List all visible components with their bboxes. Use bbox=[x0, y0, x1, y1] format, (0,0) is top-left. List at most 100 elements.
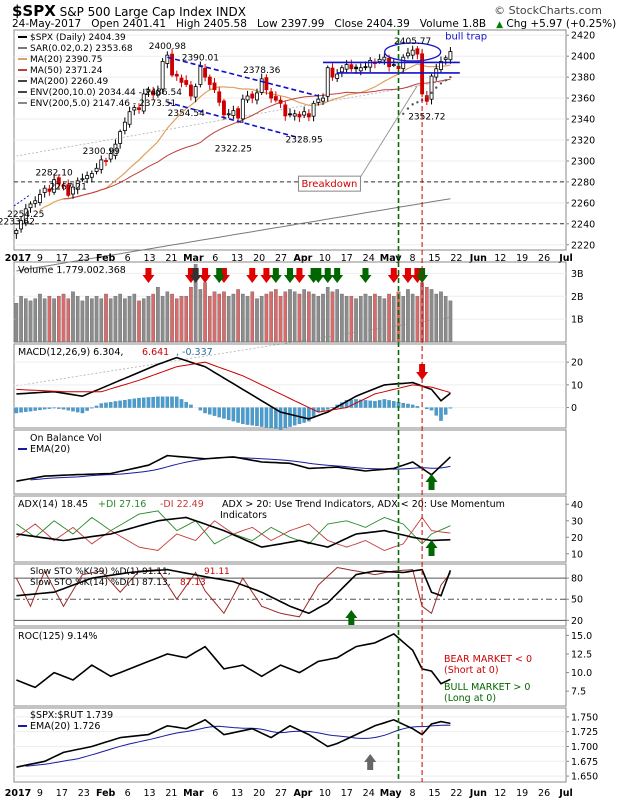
volume-bar bbox=[241, 293, 245, 343]
sar-dot bbox=[411, 103, 414, 106]
quote-close: Close 2404.39 bbox=[334, 18, 410, 30]
x-tick-label: Apr bbox=[294, 253, 313, 264]
volume-bar bbox=[354, 298, 358, 343]
bottom-x-tick-label: 19 bbox=[516, 788, 528, 799]
macd-hist-bar bbox=[349, 399, 354, 408]
candle-body bbox=[75, 180, 80, 190]
volume-bar bbox=[33, 298, 38, 343]
bottom-x-tick-label: 20 bbox=[253, 788, 265, 799]
obv-buy-arrow-icon bbox=[425, 474, 438, 490]
volume-bar bbox=[160, 296, 165, 343]
adx-legend: ADX(14) 18.45 bbox=[18, 499, 88, 510]
volume-bar bbox=[255, 298, 259, 343]
adx-line bbox=[16, 516, 451, 548]
roc-y-tick-label: 7.5 bbox=[571, 687, 586, 698]
x-tick-label: 13 bbox=[143, 253, 155, 264]
adx-rule-legend-2: Indicators bbox=[220, 510, 267, 521]
macd-hist-bar bbox=[259, 407, 264, 427]
ratio-legend: $SPX:$RUT 1.739 bbox=[30, 710, 113, 721]
macd-hist-bar bbox=[264, 407, 269, 428]
bottom-x-tick-label: 22 bbox=[450, 788, 462, 799]
x-tick-label: 27 bbox=[275, 253, 287, 264]
macd-hist-bar bbox=[151, 396, 155, 408]
candle-body bbox=[179, 77, 184, 83]
candle-body bbox=[165, 54, 170, 64]
volume-bar bbox=[391, 296, 396, 343]
candle-body bbox=[193, 86, 198, 98]
distribution-arrow-icon bbox=[260, 268, 273, 283]
volume-bar bbox=[264, 293, 269, 343]
ratio-ema-line bbox=[25, 724, 451, 767]
candle-body bbox=[89, 173, 94, 178]
candle-body bbox=[273, 96, 278, 101]
obv-legend: On Balance Vol bbox=[30, 433, 102, 444]
index-name: S&P 500 Large Cap Index bbox=[59, 5, 213, 19]
candle-body bbox=[439, 61, 443, 70]
bull-market-note-2: (Long at 0) bbox=[444, 693, 496, 704]
x-tick-label: May bbox=[380, 253, 403, 264]
volume-bar bbox=[292, 291, 297, 343]
macd-hist-bar bbox=[141, 397, 146, 408]
ma50-line bbox=[63, 78, 451, 200]
quote-volume: Volume 1.8B bbox=[419, 18, 487, 30]
x-tick-label: 17 bbox=[341, 253, 353, 264]
price-value-label: 2254.25 bbox=[7, 210, 44, 220]
macd-hist-bar bbox=[406, 403, 410, 408]
price-legend-entry: MA(200) 2260.49 bbox=[30, 77, 108, 87]
volume-bar bbox=[198, 289, 203, 343]
price-y-tick-label: 2220 bbox=[571, 240, 595, 251]
volume-bar bbox=[269, 291, 273, 343]
x-tick-label: Mar bbox=[183, 253, 204, 264]
candle-body bbox=[354, 66, 358, 70]
x-tick-label: 17 bbox=[56, 253, 68, 264]
ratio-arrow-icon bbox=[364, 754, 377, 770]
macd-hist-bar bbox=[425, 407, 429, 410]
x-tick-label: 22 bbox=[450, 253, 462, 264]
x-tick-label: 23 bbox=[78, 253, 90, 264]
candle-body bbox=[42, 187, 47, 193]
ratio-y-tick-label: 1.725 bbox=[571, 727, 598, 738]
distribution-arrow-icon bbox=[142, 268, 155, 283]
macd-hist-bar bbox=[165, 396, 170, 408]
volume-bar bbox=[406, 289, 410, 343]
macd-hist-bar bbox=[226, 407, 231, 420]
candle-body bbox=[160, 61, 165, 90]
price-value-label: 2233.62 bbox=[0, 217, 35, 227]
volume-bar bbox=[99, 298, 104, 343]
macd-hist-bar bbox=[61, 407, 66, 410]
x-tick-label: 6 bbox=[212, 253, 218, 264]
macd-hist-bar bbox=[47, 407, 52, 409]
volume-bar bbox=[250, 291, 255, 343]
neutral-arrow-icon bbox=[189, 268, 202, 283]
macd-hist-bar bbox=[236, 407, 240, 423]
ratio-y-tick-label: 1.675 bbox=[571, 757, 598, 768]
x-tick-label: 12 bbox=[494, 253, 506, 264]
adx-y-tick-label: 20 bbox=[571, 533, 583, 544]
quote-high: High 2405.58 bbox=[176, 18, 247, 30]
accumulation-arrow-icon bbox=[331, 268, 344, 283]
x-tick-label: 9 bbox=[37, 253, 43, 264]
volume-bar bbox=[373, 293, 377, 343]
candle-body bbox=[132, 107, 137, 111]
macd-legend: MACD(12,26,9) 6.304, bbox=[18, 347, 123, 358]
price-y-tick-label: 2400 bbox=[571, 52, 595, 63]
ratio-ema-legend: EMA(20) 1.726 bbox=[30, 721, 100, 732]
candle-body bbox=[368, 59, 373, 68]
volume-bar bbox=[127, 296, 132, 343]
candle-body bbox=[207, 76, 212, 85]
obv-ema-legend: EMA(20) bbox=[30, 444, 70, 455]
macd-hist-bar bbox=[113, 401, 118, 408]
candle-body bbox=[170, 53, 174, 76]
price-value-label: 2352.72 bbox=[408, 113, 445, 123]
candle-body bbox=[47, 188, 52, 192]
volume-bar bbox=[217, 293, 222, 343]
candle-body bbox=[311, 102, 316, 117]
volume-bar bbox=[349, 296, 354, 343]
macd-hist-bar bbox=[123, 399, 127, 408]
volume-bar bbox=[401, 296, 406, 343]
sto-buy-arrow-icon bbox=[345, 610, 358, 625]
volume-bar bbox=[321, 293, 325, 343]
sto14-line bbox=[15, 566, 451, 618]
price-value-label: 2378.36 bbox=[243, 66, 280, 76]
entry-trendline bbox=[13, 194, 31, 207]
